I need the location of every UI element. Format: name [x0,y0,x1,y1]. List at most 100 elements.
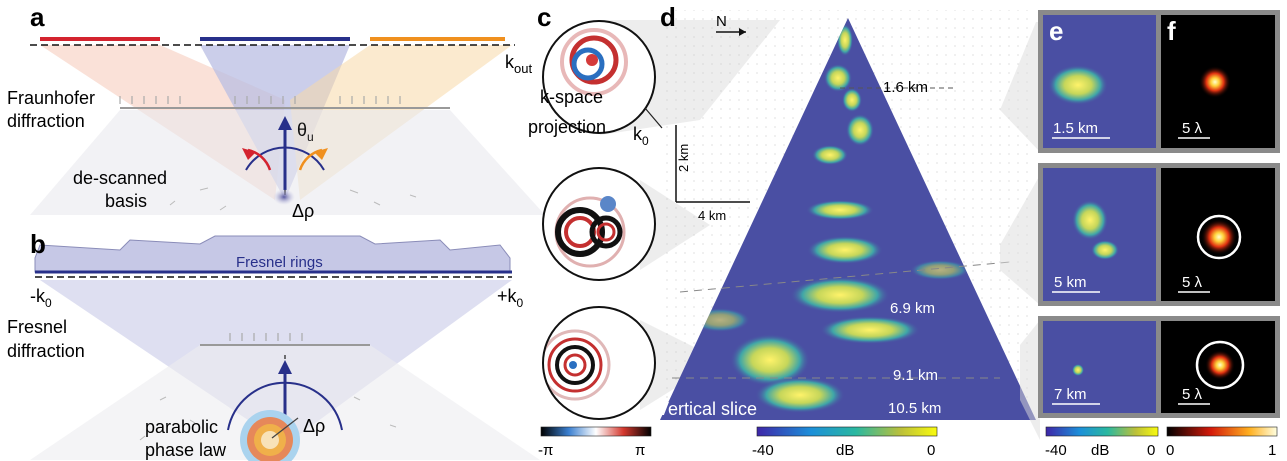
echo-blob [730,334,810,386]
north-arrowhead [739,28,746,36]
f-ring-2 [1196,214,1242,260]
scatter-ticks-a [169,187,417,211]
colorbar-d-max: 0 [927,442,935,459]
colorbar-db-d [756,426,938,437]
scale-vertical-label: 2 km [676,144,691,172]
kspace-ring-1c [571,47,605,81]
panel-a-diagram [30,37,545,215]
depth-label-2: 6.9 km [890,300,935,317]
fraunhofer-label-1: Fraunhofer [7,88,95,108]
vertical-slice-blobs [690,24,970,413]
colorbar-e-min: -40 [1045,442,1067,459]
f-scale-1: 5 λ [1182,120,1203,137]
plus-k0-label: +k0 [497,286,524,310]
panel-label-c: c [537,2,551,32]
descanned-label-1: de-scanned [73,168,167,188]
scale-horizontal-label: 4 km [698,208,726,223]
echo-blob [846,114,874,146]
echo-blob [812,145,848,165]
panel-label-b: b [30,229,46,259]
echo-blob [824,64,852,92]
kspace-ring-2e [596,222,616,242]
kspace-border-1 [542,20,656,134]
echo-blob [790,277,890,313]
fresnel-diffraction-label-2: diffraction [7,341,85,361]
e-blob-1 [1048,65,1108,105]
kspace-border-3 [542,306,656,420]
e-blob-2b [1091,240,1119,260]
colorbar-f-min: 0 [1166,442,1174,459]
f-spot-1 [1199,66,1231,98]
e-scale-2: 5 km [1054,274,1087,291]
depth-label-1: 1.6 km [883,79,928,96]
kspace-ring-3c [555,345,595,385]
phase-pointer [271,417,299,439]
orange-arrowhead [314,148,328,160]
e-image-3 [1043,321,1156,413]
fresnel-rings-label: Fresnel rings [236,254,323,271]
kspace-core-1 [586,54,598,66]
row-2-frame [1038,163,1280,306]
f-spot-2 [1201,219,1237,255]
kspace-spot-2 [600,196,616,212]
colorbar-phase-min: -π [538,442,553,459]
colorbar-d-unit: dB [836,442,854,459]
scatter-ticks-b [139,396,397,441]
kspace-ring-3b [547,337,603,393]
source-blob-a [273,189,295,205]
fresnel-arc [227,381,343,431]
depth-label-3: 9.1 km [893,367,938,384]
k0-label: k0 [633,124,649,148]
e-scale-3: 7 km [1054,386,1087,403]
panel-b-diagram [30,235,540,461]
fresnel-arrowhead [278,360,292,374]
theta-label: θu [297,120,314,144]
kspace-label-2: projection [528,117,606,137]
echo-blob [842,88,862,112]
echo-blob [806,200,874,220]
colorbar-d-min: -40 [752,442,774,459]
row-3-frame [1038,316,1280,418]
panel-label-d: d [660,2,676,32]
kspace-ring-2b [555,207,605,257]
kspace-circle-1 [543,21,655,133]
colorbar-db-e [1045,426,1159,437]
k0-pointer [644,107,663,129]
e-scale-1: 1.5 km [1053,120,1098,137]
fan-d-e1 [1000,22,1040,152]
echo-blob [755,377,845,413]
kspace-border-2 [542,167,656,281]
colorbar-e-unit: dB [1091,442,1109,459]
theta-arc [245,146,325,171]
k-out-label: kout [505,52,532,76]
panel-label-f: f [1167,16,1176,46]
colorbar-e-max: 0 [1147,442,1155,459]
kspace-ring-1a [560,28,628,96]
colorbar-intensity-f [1166,426,1278,437]
parabolic-label-1: parabolic [145,417,218,437]
red-arrowhead [242,148,256,160]
panel-label-a: a [30,2,45,32]
f-scale-2: 5 λ [1182,274,1203,291]
theta-arrowhead [278,116,292,130]
echo-blob [820,316,920,344]
north-label: N [716,13,727,30]
depth-label-4: 10.5 km [888,400,941,417]
kspace-image-1 [542,20,656,134]
delta-rho-label-b: Δρ [303,416,325,436]
array-elements-b [229,333,303,341]
descanned-label-2: basis [105,191,147,211]
f-scale-3: 5 λ [1182,386,1203,403]
vertical-slice-label: Vertical slice [657,399,757,419]
e-blob-2a [1072,200,1108,240]
kspace-core-3 [569,361,577,369]
fresnel-lens [34,235,511,273]
row-1-frame [1038,10,1280,153]
phase-ring-1 [261,431,279,449]
f-spot-3 [1205,350,1235,380]
delta-rho-label-a: Δρ [292,201,314,221]
kspace-image-2 [542,167,656,281]
kspace-label-1: k-space [540,87,603,107]
minus-k0-label: -k0 [30,286,52,310]
echo-blob [807,236,883,264]
